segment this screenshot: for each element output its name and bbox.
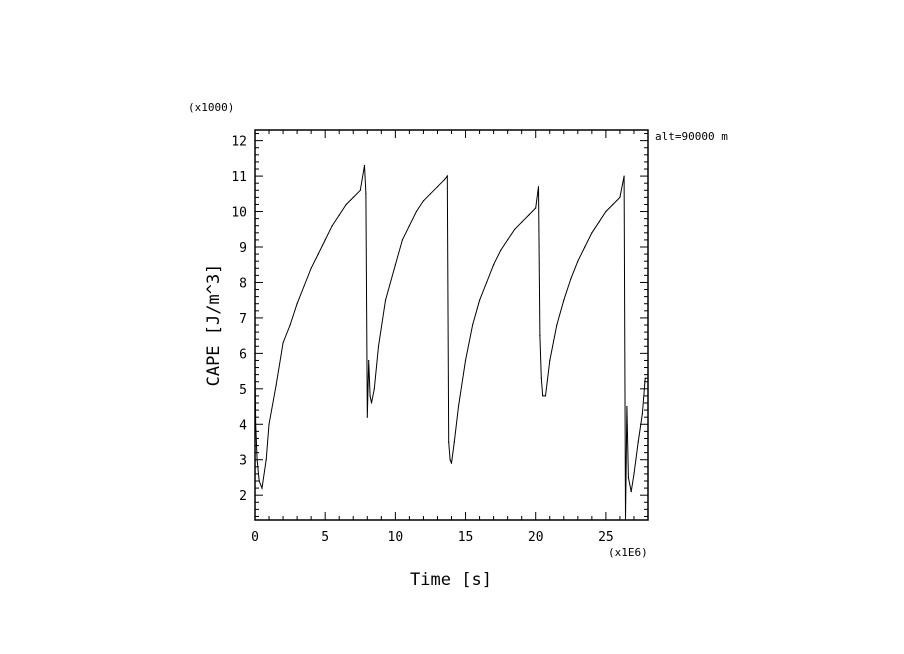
y-tick-label: 11 bbox=[231, 170, 247, 185]
y-multiplier-label: (x1000) bbox=[188, 101, 234, 114]
y-axis-title: CAPE [J/m^3] bbox=[204, 264, 224, 387]
x-multiplier-label: (x1E6) bbox=[608, 546, 648, 559]
y-tick-label: 12 bbox=[231, 135, 247, 150]
plot-frame bbox=[254, 129, 649, 521]
cape-series-line bbox=[254, 165, 648, 521]
x-tick-label: 15 bbox=[458, 530, 474, 545]
y-tick-label: 8 bbox=[239, 276, 247, 291]
y-tick-label: 5 bbox=[239, 383, 247, 398]
y-tick-label: 7 bbox=[239, 312, 247, 327]
y-tick-label: 10 bbox=[231, 206, 247, 221]
y-tick-label: 2 bbox=[239, 489, 247, 504]
altitude-annotation: alt=90000 m bbox=[655, 130, 728, 143]
y-tick-label: 3 bbox=[239, 454, 247, 469]
x-tick-label: 25 bbox=[598, 530, 614, 545]
x-tick-label: 10 bbox=[388, 530, 404, 545]
x-tick-label: 0 bbox=[251, 530, 259, 545]
x-tick-label: 20 bbox=[528, 530, 544, 545]
y-tick-label: 4 bbox=[239, 418, 247, 433]
y-tick-label: 6 bbox=[239, 347, 247, 362]
x-axis-title: Time [s] bbox=[410, 570, 492, 590]
x-tick-label: 5 bbox=[321, 530, 329, 545]
y-tick-label: 9 bbox=[239, 241, 247, 256]
